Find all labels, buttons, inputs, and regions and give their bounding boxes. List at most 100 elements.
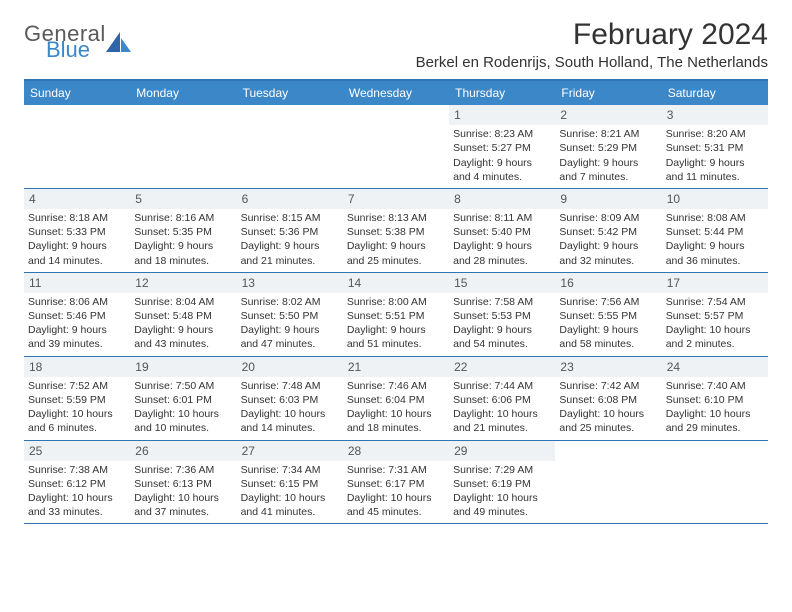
- day-header-row: Sunday Monday Tuesday Wednesday Thursday…: [24, 81, 768, 105]
- day-cell: 2Sunrise: 8:21 AMSunset: 5:29 PMDaylight…: [555, 105, 661, 188]
- day-cell: 25Sunrise: 7:38 AMSunset: 6:12 PMDayligh…: [24, 441, 130, 524]
- daylight-text: and 28 minutes.: [453, 254, 551, 268]
- day-cell: 3Sunrise: 8:20 AMSunset: 5:31 PMDaylight…: [662, 105, 768, 188]
- daylight-text: Daylight: 9 hours: [559, 156, 657, 170]
- daylight-text: Daylight: 10 hours: [666, 407, 764, 421]
- daylight-text: Daylight: 9 hours: [559, 323, 657, 337]
- sunrise-text: Sunrise: 7:38 AM: [28, 463, 126, 477]
- day-header: Saturday: [662, 81, 768, 105]
- daylight-text: and 6 minutes.: [28, 421, 126, 435]
- day-cell: 21Sunrise: 7:46 AMSunset: 6:04 PMDayligh…: [343, 357, 449, 440]
- daylight-text: and 43 minutes.: [134, 337, 232, 351]
- logo: General Blue: [24, 18, 132, 60]
- sunset-text: Sunset: 6:03 PM: [241, 393, 339, 407]
- day-cell: 17Sunrise: 7:54 AMSunset: 5:57 PMDayligh…: [662, 273, 768, 356]
- daylight-text: Daylight: 10 hours: [453, 491, 551, 505]
- sunrise-text: Sunrise: 7:56 AM: [559, 295, 657, 309]
- daylight-text: Daylight: 9 hours: [241, 239, 339, 253]
- day-number: 24: [662, 357, 768, 377]
- sunrise-text: Sunrise: 8:23 AM: [453, 127, 551, 141]
- sunset-text: Sunset: 6:19 PM: [453, 477, 551, 491]
- sunset-text: Sunset: 6:17 PM: [347, 477, 445, 491]
- location-subtitle: Berkel en Rodenrijs, South Holland, The …: [416, 54, 768, 71]
- daylight-text: Daylight: 10 hours: [666, 323, 764, 337]
- sunrise-text: Sunrise: 8:16 AM: [134, 211, 232, 225]
- day-cell: [662, 441, 768, 524]
- daylight-text: and 41 minutes.: [241, 505, 339, 519]
- sunset-text: Sunset: 5:51 PM: [347, 309, 445, 323]
- daylight-text: and 18 minutes.: [134, 254, 232, 268]
- daylight-text: Daylight: 10 hours: [347, 491, 445, 505]
- sunrise-text: Sunrise: 8:15 AM: [241, 211, 339, 225]
- day-cell: [237, 105, 343, 188]
- daylight-text: and 39 minutes.: [28, 337, 126, 351]
- week-row: 11Sunrise: 8:06 AMSunset: 5:46 PMDayligh…: [24, 273, 768, 357]
- day-cell: 29Sunrise: 7:29 AMSunset: 6:19 PMDayligh…: [449, 441, 555, 524]
- sunrise-text: Sunrise: 7:29 AM: [453, 463, 551, 477]
- day-cell: 4Sunrise: 8:18 AMSunset: 5:33 PMDaylight…: [24, 189, 130, 272]
- sunset-text: Sunset: 5:53 PM: [453, 309, 551, 323]
- logo-word-blue: Blue: [24, 40, 106, 60]
- sunset-text: Sunset: 5:35 PM: [134, 225, 232, 239]
- sunrise-text: Sunrise: 7:52 AM: [28, 379, 126, 393]
- daylight-text: and 4 minutes.: [453, 170, 551, 184]
- daylight-text: Daylight: 10 hours: [559, 407, 657, 421]
- sunrise-text: Sunrise: 7:54 AM: [666, 295, 764, 309]
- day-number: 15: [449, 273, 555, 293]
- day-cell: [24, 105, 130, 188]
- day-number: 7: [343, 189, 449, 209]
- day-number: 16: [555, 273, 661, 293]
- weeks-container: 1Sunrise: 8:23 AMSunset: 5:27 PMDaylight…: [24, 105, 768, 524]
- day-cell: 23Sunrise: 7:42 AMSunset: 6:08 PMDayligh…: [555, 357, 661, 440]
- day-cell: 9Sunrise: 8:09 AMSunset: 5:42 PMDaylight…: [555, 189, 661, 272]
- daylight-text: and 18 minutes.: [347, 421, 445, 435]
- day-number: 11: [24, 273, 130, 293]
- day-number: 13: [237, 273, 343, 293]
- sunrise-text: Sunrise: 8:06 AM: [28, 295, 126, 309]
- day-cell: 14 Sunrise: 8:00 AMSunset: 5:51 PMDayligh…: [343, 273, 449, 356]
- day-cell: 13Sunrise: 8:02 AMSunset: 5:50 PMDayligh…: [237, 273, 343, 356]
- day-cell: [130, 105, 236, 188]
- daylight-text: and 51 minutes.: [347, 337, 445, 351]
- week-row: 1Sunrise: 8:23 AMSunset: 5:27 PMDaylight…: [24, 105, 768, 189]
- daylight-text: Daylight: 9 hours: [453, 156, 551, 170]
- sunset-text: Sunset: 5:44 PM: [666, 225, 764, 239]
- sunset-text: Sunset: 6:06 PM: [453, 393, 551, 407]
- sunrise-text: Sunrise: 7:34 AM: [241, 463, 339, 477]
- sunrise-text: Sunrise: 8:13 AM: [347, 211, 445, 225]
- sunset-text: Sunset: 5:46 PM: [28, 309, 126, 323]
- day-cell: 16 Sunrise: 7:56 AMSunset: 5:55 PMDayligh…: [555, 273, 661, 356]
- sunset-text: Sunset: 6:12 PM: [28, 477, 126, 491]
- daylight-text: Daylight: 9 hours: [134, 239, 232, 253]
- daylight-text: Daylight: 9 hours: [28, 323, 126, 337]
- daylight-text: Daylight: 9 hours: [453, 323, 551, 337]
- day-cell: 7Sunrise: 8:13 AMSunset: 5:38 PMDaylight…: [343, 189, 449, 272]
- day-number: 26: [130, 441, 236, 461]
- day-cell: 1Sunrise: 8:23 AMSunset: 5:27 PMDaylight…: [449, 105, 555, 188]
- daylight-text: Daylight: 10 hours: [453, 407, 551, 421]
- sunset-text: Sunset: 5:42 PM: [559, 225, 657, 239]
- week-row: 4Sunrise: 8:18 AMSunset: 5:33 PMDaylight…: [24, 189, 768, 273]
- day-number: 1: [449, 105, 555, 125]
- daylight-text: Daylight: 9 hours: [347, 323, 445, 337]
- sunset-text: Sunset: 5:36 PM: [241, 225, 339, 239]
- sunset-text: Sunset: 5:55 PM: [559, 309, 657, 323]
- day-cell: 12Sunrise: 8:04 AMSunset: 5:48 PMDayligh…: [130, 273, 236, 356]
- sunrise-text: Sunrise: 8:00 AM: [347, 295, 445, 309]
- day-cell: 27Sunrise: 7:34 AMSunset: 6:15 PMDayligh…: [237, 441, 343, 524]
- sunset-text: Sunset: 5:29 PM: [559, 141, 657, 155]
- sunrise-text: Sunrise: 8:04 AM: [134, 295, 232, 309]
- sunrise-text: Sunrise: 8:20 AM: [666, 127, 764, 141]
- sunrise-text: Sunrise: 7:48 AM: [241, 379, 339, 393]
- day-header: Wednesday: [343, 81, 449, 105]
- day-number: 19: [130, 357, 236, 377]
- sunrise-text: Sunrise: 8:11 AM: [453, 211, 551, 225]
- daylight-text: and 7 minutes.: [559, 170, 657, 184]
- daylight-text: Daylight: 10 hours: [347, 407, 445, 421]
- sunset-text: Sunset: 6:10 PM: [666, 393, 764, 407]
- daylight-text: and 45 minutes.: [347, 505, 445, 519]
- daylight-text: and 32 minutes.: [559, 254, 657, 268]
- day-cell: 28Sunrise: 7:31 AMSunset: 6:17 PMDayligh…: [343, 441, 449, 524]
- day-number: 14: [343, 273, 449, 293]
- day-number: 9: [555, 189, 661, 209]
